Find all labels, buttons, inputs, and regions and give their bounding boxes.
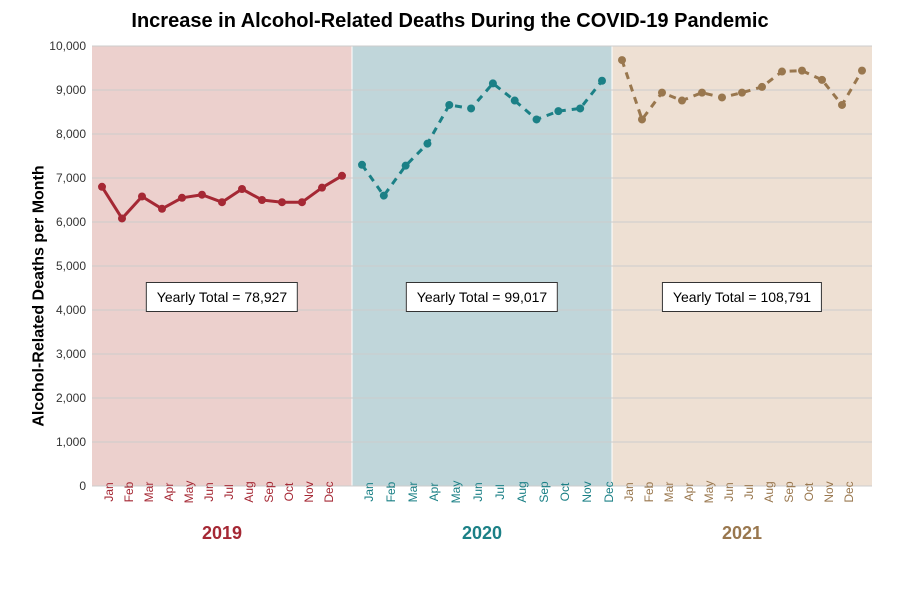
y-tick: 3,000 xyxy=(56,347,92,361)
x-tick-month: Aug xyxy=(762,481,776,502)
x-tick-month: Apr xyxy=(162,483,176,502)
x-tick-month: Jan xyxy=(362,482,376,501)
x-tick-month: Jul xyxy=(742,484,756,499)
x-tick-month: Mar xyxy=(662,482,676,503)
x-tick-month: May xyxy=(182,481,196,504)
y-tick: 5,000 xyxy=(56,259,92,273)
x-tick-month: Nov xyxy=(302,481,316,502)
chart-title: Increase in Alcohol-Related Deaths Durin… xyxy=(0,10,900,33)
x-tick-month: Mar xyxy=(142,482,156,503)
x-tick-month: Jun xyxy=(202,482,216,501)
yearly-total-badge: Yearly Total = 108,791 xyxy=(662,282,822,312)
x-tick-month: Feb xyxy=(642,482,656,503)
plot-area: 01,0002,0003,0004,0005,0006,0007,0008,00… xyxy=(92,46,872,486)
x-tick-month: Oct xyxy=(802,483,816,502)
x-tick-month: Aug xyxy=(242,481,256,502)
x-tick-month: Sep xyxy=(782,481,796,502)
x-tick-month: Mar xyxy=(406,482,420,503)
x-tick-month: Nov xyxy=(822,481,836,502)
x-tick-month: Sep xyxy=(537,481,551,502)
y-tick: 4,000 xyxy=(56,303,92,317)
x-tick-month: Jan xyxy=(622,482,636,501)
x-tick-month: Dec xyxy=(842,481,856,502)
yearly-total-badge: Yearly Total = 99,017 xyxy=(406,282,558,312)
x-tick-month: Sep xyxy=(262,481,276,502)
x-tick-month: Jan xyxy=(102,482,116,501)
x-tick-month: Apr xyxy=(682,483,696,502)
y-tick: 7,000 xyxy=(56,171,92,185)
x-tick-month: Dec xyxy=(322,481,336,502)
x-tick-month: May xyxy=(449,481,463,504)
x-tick-month: Jul xyxy=(222,484,236,499)
x-year-label: 2020 xyxy=(462,523,502,544)
x-tick-month: Apr xyxy=(427,483,441,502)
y-tick: 8,000 xyxy=(56,127,92,141)
x-tick-month: Oct xyxy=(282,483,296,502)
x-tick-month: Jul xyxy=(493,484,507,499)
y-axis-label: Alcohol-Related Deaths per Month xyxy=(30,165,48,426)
x-tick-month: Feb xyxy=(122,482,136,503)
x-tick-month: Feb xyxy=(384,482,398,503)
x-tick-month: May xyxy=(702,481,716,504)
yearly-total-badge: Yearly Total = 78,927 xyxy=(146,282,298,312)
y-tick: 9,000 xyxy=(56,83,92,97)
y-tick: 1,000 xyxy=(56,435,92,449)
x-year-label: 2021 xyxy=(722,523,762,544)
x-tick-month: Jun xyxy=(471,482,485,501)
x-tick-month: Oct xyxy=(558,483,572,502)
x-tick-month: Jun xyxy=(722,482,736,501)
y-tick: 6,000 xyxy=(56,215,92,229)
x-tick-month: Aug xyxy=(515,481,529,502)
x-year-label: 2019 xyxy=(202,523,242,544)
y-tick: 2,000 xyxy=(56,391,92,405)
y-tick: 0 xyxy=(79,479,92,493)
chart-container: { "title": "Increase in Alcohol-Related … xyxy=(0,0,900,591)
x-tick-month: Nov xyxy=(580,481,594,502)
y-tick: 10,000 xyxy=(49,39,92,53)
chart-svg xyxy=(92,46,872,486)
x-tick-month: Dec xyxy=(602,481,616,502)
